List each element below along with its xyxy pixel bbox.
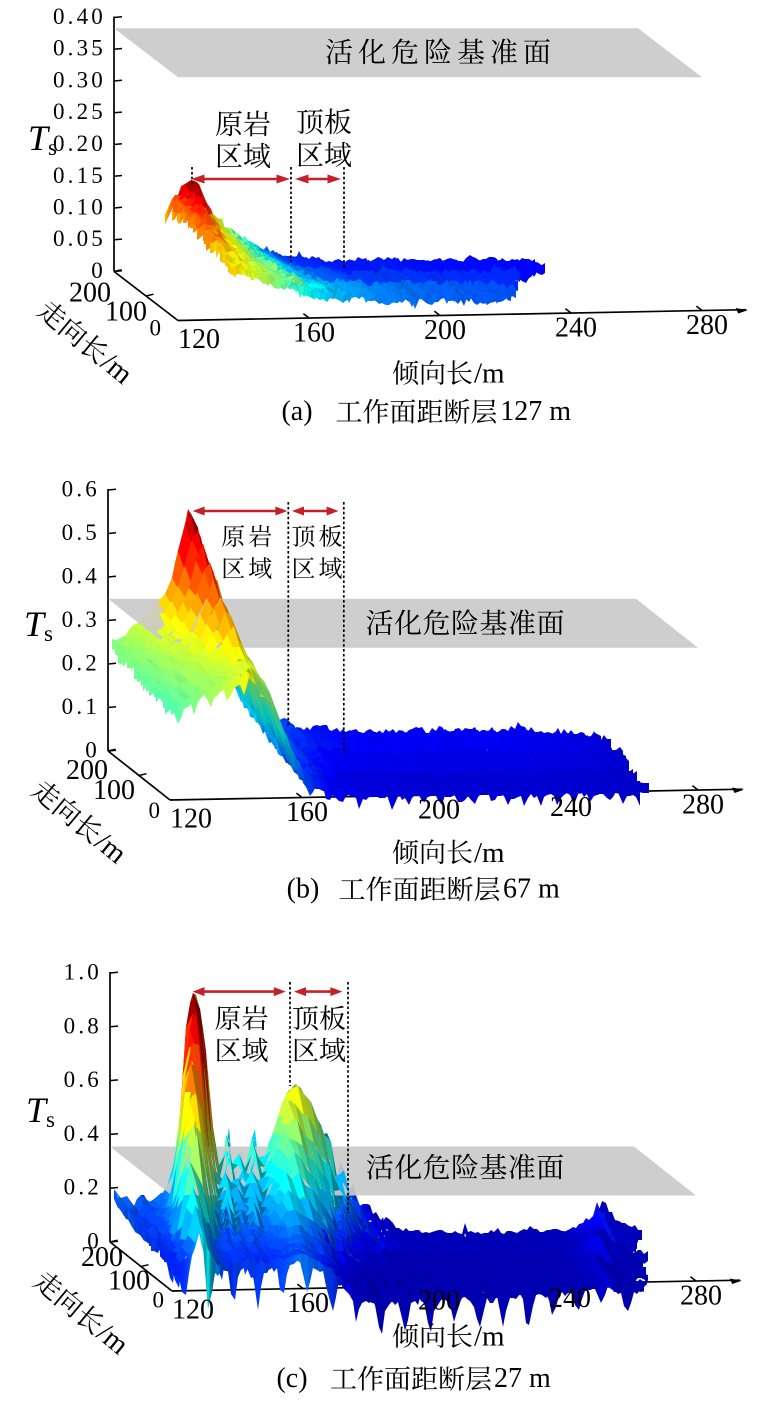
svg-text:(c): (c) bbox=[276, 1363, 307, 1394]
svg-text:160: 160 bbox=[293, 318, 335, 349]
svg-text:(a): (a) bbox=[281, 396, 312, 427]
svg-text:0: 0 bbox=[85, 738, 100, 763]
svg-text:s: s bbox=[46, 1107, 55, 1132]
svg-text:T: T bbox=[26, 1090, 49, 1130]
svg-text:0: 0 bbox=[87, 1229, 102, 1254]
svg-text:127 m: 127 m bbox=[500, 396, 571, 427]
svg-text:100: 100 bbox=[93, 775, 135, 806]
svg-text:0.6: 0.6 bbox=[62, 477, 100, 502]
svg-text:240: 240 bbox=[549, 1283, 591, 1314]
svg-text:120: 120 bbox=[172, 1295, 214, 1326]
svg-text:120: 120 bbox=[178, 324, 220, 355]
svg-text:200: 200 bbox=[418, 795, 460, 826]
svg-text:0.40: 0.40 bbox=[53, 4, 106, 29]
svg-text:67 m: 67 m bbox=[503, 874, 560, 905]
svg-text:0.20: 0.20 bbox=[53, 131, 106, 156]
svg-text:0.05: 0.05 bbox=[53, 226, 106, 251]
svg-text:240: 240 bbox=[555, 313, 597, 344]
svg-text:0.25: 0.25 bbox=[53, 99, 106, 124]
svg-text:200: 200 bbox=[81, 1242, 123, 1273]
svg-text:1.0: 1.0 bbox=[64, 960, 102, 985]
svg-text:T: T bbox=[28, 118, 51, 158]
svg-text:280: 280 bbox=[682, 790, 724, 821]
svg-text:160: 160 bbox=[287, 1288, 329, 1319]
svg-text:(b): (b) bbox=[287, 874, 320, 905]
svg-text:0.2: 0.2 bbox=[62, 651, 100, 676]
svg-text:s: s bbox=[48, 135, 57, 160]
svg-text:0.4: 0.4 bbox=[64, 1121, 102, 1146]
svg-text:200: 200 bbox=[418, 1286, 460, 1317]
svg-text:0: 0 bbox=[153, 1288, 165, 1313]
svg-text:/m: /m bbox=[474, 1321, 505, 1353]
svg-text:100: 100 bbox=[108, 1266, 150, 1297]
svg-text:0.6: 0.6 bbox=[64, 1067, 102, 1092]
svg-text:0.35: 0.35 bbox=[53, 36, 106, 61]
svg-text:0.3: 0.3 bbox=[62, 607, 100, 632]
svg-text:0.30: 0.30 bbox=[53, 68, 106, 93]
svg-text:0.10: 0.10 bbox=[53, 195, 106, 220]
svg-text:120: 120 bbox=[170, 804, 212, 835]
svg-text:200: 200 bbox=[66, 755, 108, 786]
svg-text:T: T bbox=[24, 604, 47, 644]
svg-text:0.5: 0.5 bbox=[62, 520, 100, 545]
svg-text:100: 100 bbox=[105, 297, 147, 328]
svg-text:0.4: 0.4 bbox=[62, 564, 100, 589]
svg-text:s: s bbox=[44, 621, 53, 646]
svg-text:27 m: 27 m bbox=[494, 1363, 551, 1394]
svg-text:280: 280 bbox=[686, 310, 728, 341]
svg-text:/m: /m bbox=[474, 358, 505, 390]
svg-text:0.8: 0.8 bbox=[64, 1013, 102, 1038]
svg-text:160: 160 bbox=[286, 797, 328, 828]
svg-text:240: 240 bbox=[550, 792, 592, 823]
svg-text:200: 200 bbox=[424, 315, 466, 346]
svg-text:0: 0 bbox=[150, 316, 162, 341]
svg-text:/m: /m bbox=[474, 837, 505, 869]
svg-text:0.1: 0.1 bbox=[62, 694, 100, 719]
svg-text:0: 0 bbox=[149, 798, 161, 823]
svg-text:280: 280 bbox=[680, 1281, 722, 1312]
svg-text:0.15: 0.15 bbox=[53, 163, 106, 188]
svg-text:200: 200 bbox=[69, 278, 111, 309]
svg-text:0.2: 0.2 bbox=[64, 1175, 102, 1200]
svg-text:0: 0 bbox=[91, 258, 106, 283]
